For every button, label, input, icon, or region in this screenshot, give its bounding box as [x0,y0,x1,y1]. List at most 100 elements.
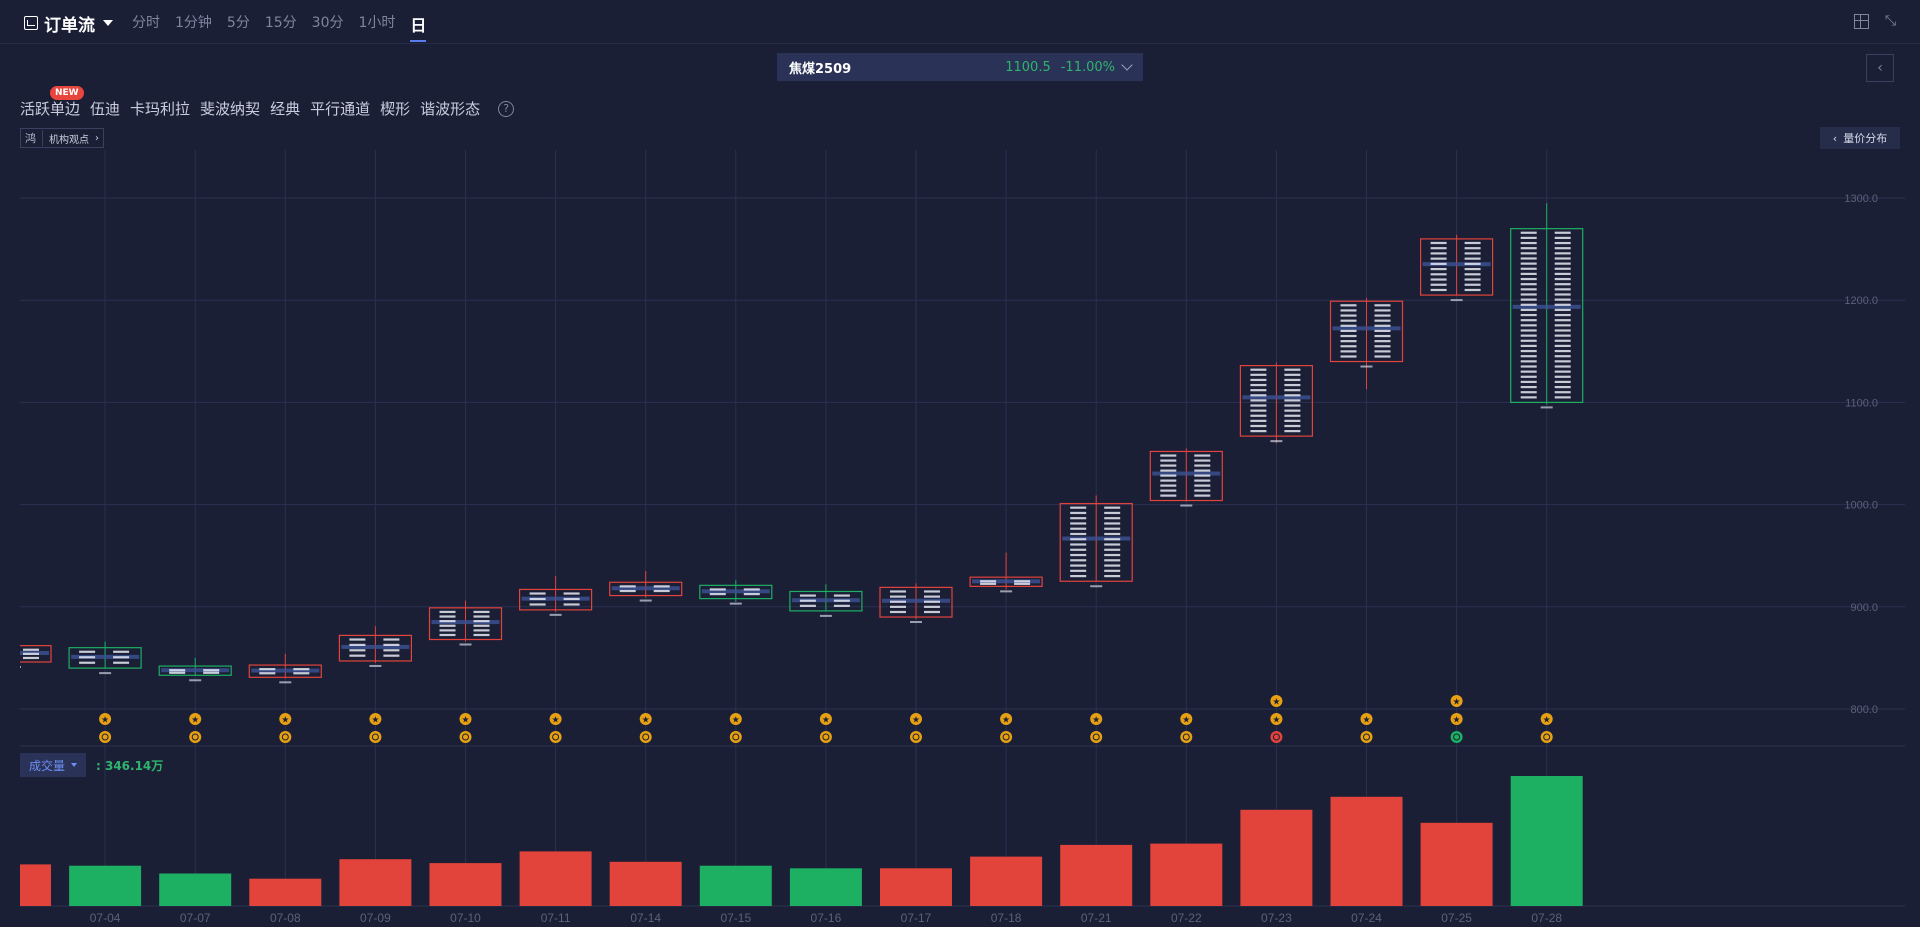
x-tick-label: 07-22 [1171,911,1202,925]
footprint-cell [1340,334,1357,338]
candle-delta-marker [1090,585,1103,588]
tab-timeframe-fenshi[interactable]: 分时 [132,15,160,31]
pattern-woodie[interactable]: 伍迪 [90,100,121,118]
footprint-cell [383,638,400,641]
volume-bar [609,861,682,906]
footprint-cell [1194,474,1211,477]
star-glyph: ★ [1272,716,1280,726]
x-tick-label: 07-16 [811,911,842,925]
footprint-cell [1430,262,1447,265]
volume-profile-button[interactable]: ‹ 量价分布 [1820,127,1900,149]
footprint-cell [1520,247,1537,250]
pattern-classic[interactable]: 经典 [270,100,301,118]
pattern-active-unilateral[interactable]: 活跃单边 NEW [20,86,84,119]
candle-body [158,665,232,676]
footprint-cell [1464,273,1481,276]
y-tick-label: 1000.0 [1844,500,1878,512]
footprint-cell [924,595,940,598]
footprint-cell [1374,304,1391,307]
pattern-parallel-channel[interactable]: 平行通道 [310,100,371,118]
coin-icon [729,731,742,743]
layout-grid-icon[interactable] [1854,14,1869,29]
candle-poc [161,668,230,673]
help-icon[interactable]: ? [498,100,515,117]
footprint-cell [1520,334,1537,337]
footprint-cell [0,657,5,659]
volume-profile-label: 量价分布 [1843,132,1888,145]
coin-icon [1000,731,1013,743]
footprint-cell [1520,324,1537,327]
pattern-harmonic[interactable]: 谐波形态 [420,100,481,118]
institution-view-button[interactable]: 鸿 机构观点 › [20,128,104,148]
footprint-cell [293,668,310,671]
footprint-cell [1554,277,1571,281]
footprint-cell [23,656,39,660]
footprint-cell [653,585,670,588]
pattern-label: 活跃单边 [20,100,81,118]
pattern-wedge[interactable]: 楔形 [380,100,411,118]
star-icon [1450,695,1463,707]
star-glyph: ★ [642,716,650,726]
footprint-cell [1070,543,1087,546]
footprint-cell [1340,309,1357,312]
footprint-cell [1340,340,1357,343]
footprint-cell [1250,409,1267,412]
candle-delta-marker [819,614,832,617]
footprint-cell [799,599,816,602]
footprint-cell [1284,368,1301,371]
footprint-cell [743,592,760,596]
footprint-cell [1104,559,1121,562]
candle-body [1239,365,1314,437]
footprint-cell [1520,375,1537,378]
chart-type-selector[interactable]: 订单流 [24,10,113,36]
footprint-cell [1554,262,1571,265]
footprint-cell [1430,252,1447,255]
y-tick-label: 1300.0 [1844,193,1878,205]
footprint-cell [1520,298,1537,301]
shrink-icon[interactable]: ⤡ [1884,13,1897,29]
tab-timeframe-daily[interactable]: 日 [410,12,427,42]
footprint-cell [1464,252,1481,255]
candle-body [68,647,142,669]
pattern-camarilla[interactable]: 卡玛利拉 [130,100,191,118]
footprint-cell [1374,340,1391,343]
footprint-cell [924,590,940,593]
chevron-left-icon: ‹ [1832,131,1838,145]
volume-indicator-selector[interactable]: 成交量 [20,753,86,777]
tab-timeframe-15min[interactable]: 15分 [264,15,297,31]
coin-icon [459,731,472,743]
footprint-cell [1520,385,1537,389]
footprint-cell [1430,283,1447,286]
tab-timeframe-1hour[interactable]: 1小时 [358,15,396,31]
footprint-cell [799,604,816,607]
symbol-selector[interactable]: 焦煤2509 1100.5 -11.00% [777,53,1143,81]
footprint-cell [473,610,490,614]
pattern-fibonacci[interactable]: 斐波纳契 [200,100,261,118]
coin-icon-inner [1092,733,1100,741]
footprint-cell [1374,314,1391,317]
x-tick-label: 07-21 [1081,911,1112,925]
tab-timeframe-30min[interactable]: 30分 [311,15,344,31]
footprint-cell [1160,489,1177,492]
collapse-panel-button[interactable]: ‹ [1866,54,1894,82]
candle-delta-marker [1180,504,1193,507]
volume-bar [1510,776,1583,906]
footprint-cell [1464,247,1481,250]
x-tick-label: 07-25 [1441,911,1472,925]
footprint-cell [1014,582,1031,585]
footprint-cell [1160,494,1177,497]
tab-timeframe-1min[interactable]: 1分钟 [175,15,212,31]
candle-poc [1242,395,1311,400]
coin-icon-inner [462,733,469,741]
footprint-cell [1340,345,1357,348]
tab-timeframe-5min[interactable]: 5分 [226,15,250,31]
footprint-cell [439,629,456,632]
top-toolbar: 订单流 分时 1分钟 5分 15分 30分 1小时 日 ⤡ [0,0,1920,44]
footprint-cell [1554,257,1571,260]
volume-bar [69,865,142,906]
coin-icon [1360,731,1373,743]
footprint-cell [1520,288,1537,291]
footprint-cell [1520,283,1537,286]
footprint-cell [1374,309,1391,312]
